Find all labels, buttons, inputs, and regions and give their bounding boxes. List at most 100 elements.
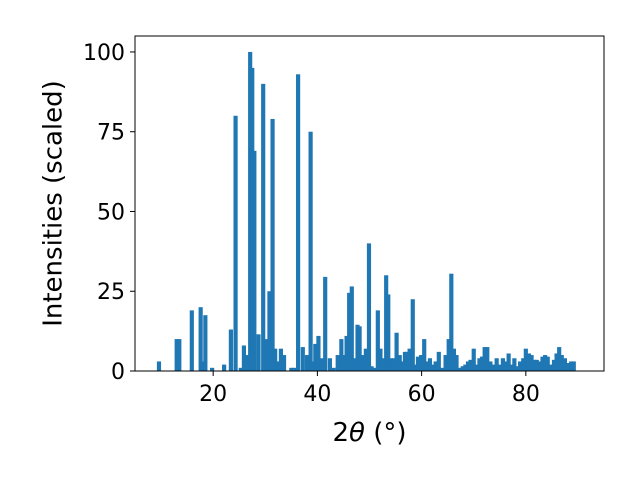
bar-65 xyxy=(407,348,412,371)
bar-105 xyxy=(523,348,528,371)
x-ticks: 20 40 60 80 xyxy=(199,371,540,407)
bar-24 xyxy=(278,348,283,371)
bar-38 xyxy=(331,367,336,371)
bar-83 xyxy=(460,366,465,371)
bar-66 xyxy=(410,299,415,371)
bar-13 xyxy=(244,355,249,371)
bar-86 xyxy=(468,359,473,371)
x-axis-label: 2θ (°) xyxy=(332,418,406,448)
bar-90 xyxy=(479,356,485,371)
bar-80 xyxy=(451,348,457,371)
bar-57 xyxy=(386,294,391,371)
bar-59 xyxy=(391,358,397,371)
x-axis-label-unit: (°) xyxy=(365,418,407,448)
bar-115 xyxy=(551,359,557,371)
bar-2 xyxy=(177,339,182,371)
bar-21 xyxy=(270,118,275,371)
bar-25 xyxy=(281,355,287,371)
bar-48 xyxy=(361,355,366,371)
bar-10 xyxy=(233,115,238,371)
bar-28 xyxy=(296,74,301,371)
y-tick-label-4: 100 xyxy=(83,41,125,66)
bar-36 xyxy=(323,276,328,371)
x-tick-label-2: 60 xyxy=(408,382,436,407)
bar-20 xyxy=(267,291,272,371)
bar-71 xyxy=(424,361,429,371)
bar-112 xyxy=(543,355,548,371)
bar-4 xyxy=(198,307,203,371)
bar-88 xyxy=(474,364,479,371)
bar-60 xyxy=(394,332,399,371)
bar-102 xyxy=(514,366,520,371)
y-tick-label-1: 25 xyxy=(97,280,125,305)
bar-76 xyxy=(440,367,445,371)
x-tick-label-0: 20 xyxy=(199,382,227,407)
bar-119 xyxy=(562,358,567,371)
plot-frame xyxy=(134,35,605,372)
bar-77 xyxy=(443,355,448,371)
bar-68 xyxy=(415,356,421,371)
bar-91 xyxy=(482,347,487,371)
y-tick-label-0: 0 xyxy=(111,360,125,385)
bar-108 xyxy=(532,359,537,371)
bar-31 xyxy=(308,131,313,371)
x-tick-label-3: 80 xyxy=(512,382,540,407)
bar-82 xyxy=(457,367,462,371)
bar-39 xyxy=(335,355,340,371)
bar-97 xyxy=(500,358,505,371)
bar-73 xyxy=(430,364,436,371)
bar-3 xyxy=(189,310,194,371)
bar-27 xyxy=(292,367,297,371)
bar-1 xyxy=(174,339,179,371)
bar-23 xyxy=(276,361,281,371)
bar-63 xyxy=(402,351,408,371)
bar-64 xyxy=(404,351,410,371)
bar-100 xyxy=(509,364,514,371)
x-tick-label-1: 40 xyxy=(303,382,331,407)
bar-110 xyxy=(537,361,542,371)
y-axis-label: Intensities (scaled) xyxy=(39,80,69,327)
y-ticks: 0 25 50 75 100 xyxy=(83,41,135,385)
bar-42 xyxy=(344,335,349,371)
bar-93 xyxy=(488,361,493,371)
bar-50 xyxy=(366,243,372,371)
bar-40 xyxy=(339,339,344,371)
bar-74 xyxy=(433,361,438,371)
bar-67 xyxy=(413,364,418,371)
bar-116 xyxy=(554,353,559,371)
bar-49 xyxy=(363,348,368,371)
bar-69 xyxy=(419,355,424,371)
bar-35 xyxy=(319,358,324,371)
bar-70 xyxy=(422,339,427,371)
bar-43 xyxy=(347,292,352,371)
bar-45 xyxy=(352,358,357,371)
bar-106 xyxy=(526,353,532,371)
x-axis-label-symbol: θ xyxy=(349,418,365,448)
bar-17 xyxy=(256,334,261,371)
bar-5 xyxy=(200,361,205,371)
bar-84 xyxy=(463,364,468,371)
bar-96 xyxy=(497,364,502,371)
bar-19 xyxy=(264,339,269,371)
bar-75 xyxy=(436,351,441,371)
bar-8 xyxy=(222,364,227,371)
bar-62 xyxy=(399,361,404,371)
bar-11 xyxy=(238,367,243,371)
bar-121 xyxy=(569,361,574,371)
bar-7 xyxy=(210,367,215,371)
bar-53 xyxy=(375,310,380,371)
bar-101 xyxy=(512,358,517,371)
bar-30 xyxy=(304,355,310,371)
bars-group xyxy=(156,51,576,372)
bar-12 xyxy=(241,345,246,371)
bar-94 xyxy=(491,364,496,371)
bar-44 xyxy=(349,286,354,371)
bar-22 xyxy=(273,348,278,371)
bar-118 xyxy=(559,355,564,371)
bar-95 xyxy=(494,358,499,371)
bar-55 xyxy=(380,358,386,371)
bar-79 xyxy=(449,273,454,371)
bar-47 xyxy=(357,326,362,371)
bar-117 xyxy=(557,347,562,371)
bar-120 xyxy=(565,363,571,371)
